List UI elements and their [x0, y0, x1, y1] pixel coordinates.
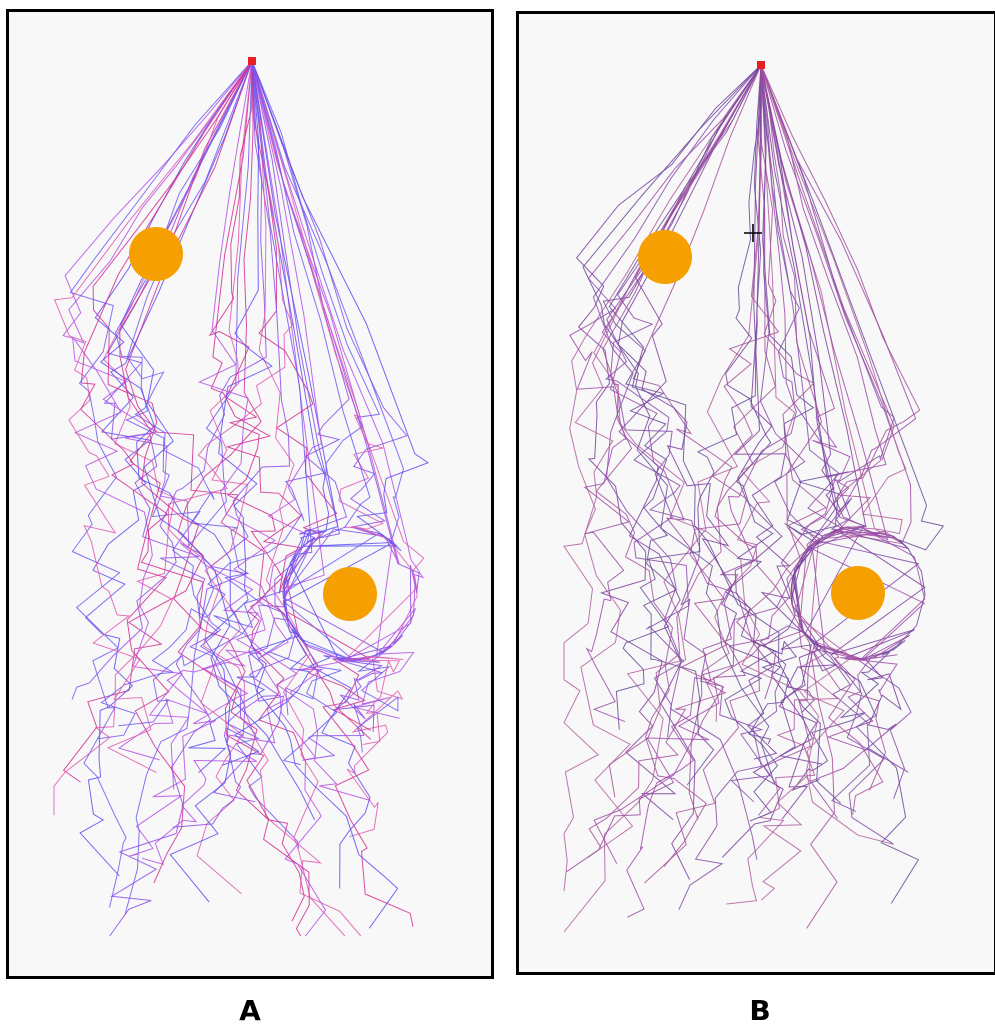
trajectory-path — [678, 64, 895, 911]
trajectory-path — [563, 64, 762, 891]
trajectory-path — [251, 60, 418, 745]
trajectory-path — [758, 64, 912, 816]
trajectory-plot-b — [563, 61, 945, 933]
trajectory-path — [125, 60, 372, 740]
trajectory-path — [69, 60, 253, 908]
trajectory-path — [80, 60, 305, 922]
panel-b-label: B — [749, 994, 771, 1027]
trajectory-path — [575, 64, 762, 820]
trajectory-path — [251, 60, 408, 733]
trajectory-path — [602, 64, 762, 786]
trajectory-path — [119, 60, 253, 884]
trajectory-path — [172, 60, 341, 828]
trajectory-path — [94, 60, 399, 929]
trajectory-path — [109, 60, 291, 937]
trajectory-path — [760, 64, 945, 792]
trajectory-path — [129, 60, 322, 857]
trajectory-path — [251, 60, 399, 753]
trajectory-path — [615, 64, 762, 730]
trajectory-path — [222, 60, 430, 766]
trajectory-path — [197, 60, 327, 937]
trajectory-path — [62, 60, 253, 790]
trajectory-path — [595, 64, 762, 868]
trajectory-path — [701, 64, 796, 723]
trajectory-path — [569, 64, 762, 858]
trajectory-path — [733, 64, 818, 820]
trajectory-path — [760, 64, 926, 698]
trajectory-path — [604, 64, 771, 803]
trajectory-path — [582, 64, 776, 785]
trajectory-path — [748, 64, 849, 745]
trajectory-path — [68, 60, 370, 801]
trajectory-path — [617, 64, 822, 765]
trajectory-path — [679, 64, 780, 820]
trajectory-path — [565, 64, 917, 873]
trajectory-path — [196, 60, 253, 895]
trajectory-path — [593, 64, 894, 845]
trajectory-path — [563, 64, 762, 933]
obstacle-circle — [323, 567, 377, 621]
trajectory-plot-a — [53, 57, 430, 937]
trajectories-group — [53, 60, 430, 937]
panel-a — [6, 9, 494, 979]
trajectory-path — [251, 60, 420, 761]
trajectory-path — [117, 60, 325, 761]
trajectory-path — [618, 64, 762, 880]
trajectory-path — [251, 60, 371, 889]
trajectory-path — [92, 60, 310, 937]
trajectory-path — [734, 64, 783, 760]
start-marker — [757, 61, 765, 69]
trajectory-path — [169, 60, 273, 903]
trajectory-path — [760, 64, 838, 929]
trajectory-path — [126, 60, 319, 716]
trajectories-group — [563, 64, 945, 933]
trajectory-path — [103, 60, 256, 735]
trajectory-path — [208, 60, 307, 763]
trajectory-path — [760, 64, 853, 714]
trajectory-path — [569, 64, 762, 723]
trajectory-path — [760, 64, 894, 845]
trajectory-path — [118, 60, 371, 727]
trajectory-path — [760, 64, 926, 773]
trajectory-path — [102, 60, 362, 937]
trajectory-path — [251, 60, 425, 838]
trajectory-path — [251, 60, 346, 937]
trajectory-path — [53, 60, 253, 774]
trajectory-path — [721, 64, 836, 858]
trajectory-path — [588, 64, 921, 849]
obstacle-circle — [638, 230, 692, 284]
panel-b — [516, 11, 995, 975]
trajectory-path — [601, 64, 777, 700]
start-marker — [248, 57, 256, 65]
trajectory-path — [71, 60, 267, 700]
trajectory-path — [592, 64, 762, 860]
panel-a-label: A — [239, 994, 261, 1027]
crosshair-icon — [744, 224, 762, 242]
trajectory-path — [760, 64, 907, 901]
trajectory-path — [724, 64, 779, 822]
trajectory-path — [97, 60, 381, 740]
obstacle-circle — [129, 227, 183, 281]
obstacle-circle — [831, 566, 885, 620]
trajectory-path — [593, 64, 887, 864]
